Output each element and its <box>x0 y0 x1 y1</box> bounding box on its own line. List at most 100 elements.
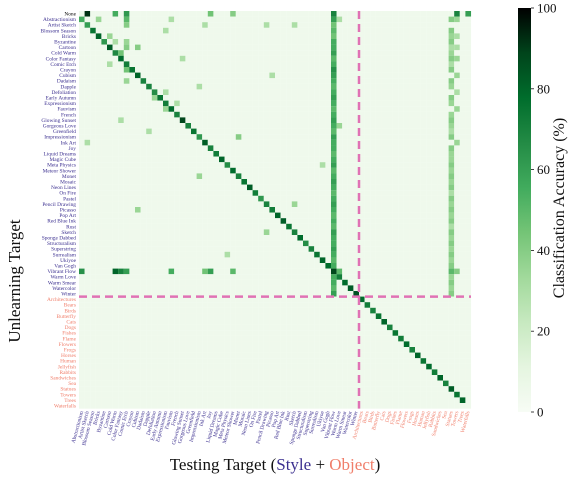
heatmap-cell <box>225 397 231 403</box>
heatmap-cell <box>152 336 158 342</box>
heatmap-cell <box>281 168 287 174</box>
heatmap-cell <box>247 73 253 79</box>
heatmap-cell <box>129 269 135 275</box>
heatmap-cell <box>342 22 348 28</box>
heatmap-cell <box>465 308 471 314</box>
heatmap-cell <box>225 386 231 392</box>
heatmap-cell <box>141 129 147 135</box>
heatmap-cell <box>387 28 393 34</box>
heatmap-cell <box>230 11 236 17</box>
heatmap-cell <box>325 145 331 151</box>
heatmap-cell <box>230 89 236 95</box>
heatmap-cell <box>141 218 147 224</box>
heatmap-cell <box>314 207 320 213</box>
heatmap-cell <box>85 285 91 291</box>
heatmap-cell <box>213 341 219 347</box>
heatmap-cell <box>85 190 91 196</box>
heatmap-cell <box>152 11 158 17</box>
heatmap-cell <box>258 112 264 118</box>
heatmap-cell <box>365 375 371 381</box>
heatmap-cell <box>421 397 427 403</box>
heatmap-cell <box>90 39 96 45</box>
heatmap-cell <box>376 386 382 392</box>
heatmap-cell <box>381 280 387 286</box>
heatmap-cell <box>376 45 382 51</box>
heatmap-cell <box>241 157 247 163</box>
heatmap-cell <box>348 56 354 62</box>
heatmap-cell <box>247 106 253 112</box>
heatmap-cell <box>404 235 410 241</box>
heatmap-cell <box>124 229 130 235</box>
heatmap-cell <box>415 45 421 51</box>
heatmap-cell <box>454 224 460 230</box>
heatmap-cell <box>281 134 287 140</box>
heatmap-cell <box>185 45 191 51</box>
heatmap-cell <box>90 319 96 325</box>
heatmap-cell <box>157 89 163 95</box>
heatmap-cell <box>275 73 281 79</box>
heatmap-cell <box>437 50 443 56</box>
heatmap-cell <box>314 369 320 375</box>
heatmap-cell <box>225 392 231 398</box>
heatmap-cell <box>191 381 197 387</box>
heatmap-cell <box>415 145 421 151</box>
heatmap-cell <box>398 179 404 185</box>
heatmap-cell <box>180 185 186 191</box>
heatmap-cell <box>404 17 410 23</box>
heatmap-cell <box>230 285 236 291</box>
heatmap-cell <box>101 375 107 381</box>
heatmap-cell <box>409 89 415 95</box>
heatmap-cell <box>460 162 466 168</box>
heatmap-cell <box>174 17 180 23</box>
heatmap-cell <box>370 201 376 207</box>
heatmap-cell <box>225 235 231 241</box>
heatmap-cell <box>113 112 119 118</box>
heatmap-cell <box>90 106 96 112</box>
heatmap-cell <box>113 308 119 314</box>
heatmap-cell <box>292 145 298 151</box>
heatmap-cell <box>79 263 85 269</box>
heatmap-cell <box>348 369 354 375</box>
heatmap-cell <box>303 56 309 62</box>
heatmap-cell <box>376 39 382 45</box>
heatmap-cell <box>107 257 113 263</box>
heatmap-cell <box>146 196 152 202</box>
heatmap-cell <box>202 39 208 45</box>
heatmap-cell <box>443 22 449 28</box>
heatmap-cell <box>236 386 242 392</box>
heatmap-cell <box>348 17 354 23</box>
heatmap-cell <box>118 257 124 263</box>
heatmap-cell <box>437 145 443 151</box>
heatmap-cell <box>152 157 158 163</box>
heatmap-cell <box>281 140 287 146</box>
heatmap-cell <box>393 218 399 224</box>
heatmap-cell <box>146 11 152 17</box>
heatmap-cell <box>219 364 225 370</box>
heatmap-cell <box>208 157 214 163</box>
heatmap-cell <box>258 369 264 375</box>
heatmap-cell <box>365 235 371 241</box>
heatmap-cell <box>437 392 443 398</box>
heatmap-cell <box>146 39 152 45</box>
heatmap-cell <box>331 89 337 95</box>
heatmap-cell <box>258 375 264 381</box>
heatmap-cell <box>141 56 147 62</box>
heatmap-cell <box>325 129 331 135</box>
heatmap-cell <box>157 280 163 286</box>
heatmap-cell <box>404 353 410 359</box>
heatmap-cell <box>309 285 315 291</box>
heatmap-cell <box>376 257 382 263</box>
heatmap-cell <box>393 397 399 403</box>
heatmap-cell <box>180 173 186 179</box>
heatmap-cell <box>113 364 119 370</box>
heatmap-cell <box>169 313 175 319</box>
heatmap-cell <box>241 39 247 45</box>
heatmap-cell <box>146 246 152 252</box>
heatmap-cell <box>163 375 169 381</box>
heatmap-cell <box>129 45 135 51</box>
heatmap-cell <box>107 73 113 79</box>
heatmap-cell <box>292 22 298 28</box>
heatmap-cell <box>101 22 107 28</box>
heatmap-cell <box>275 196 281 202</box>
heatmap-cell <box>163 364 169 370</box>
